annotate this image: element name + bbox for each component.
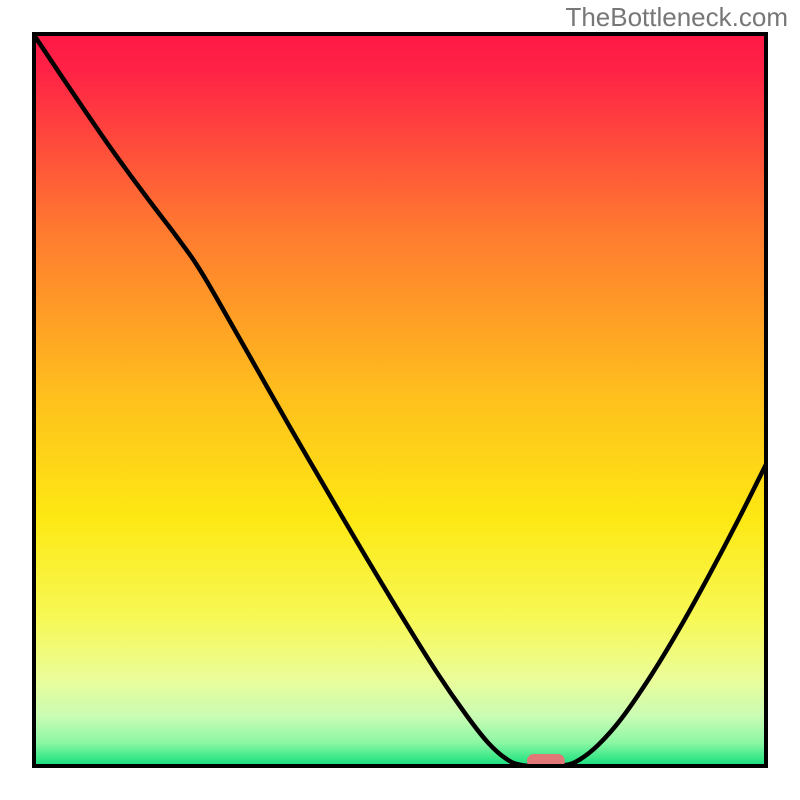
gradient-background bbox=[32, 32, 768, 768]
bottleneck-chart: TheBottleneck.com bbox=[0, 0, 800, 800]
plot-area bbox=[32, 32, 768, 768]
watermark-text: TheBottleneck.com bbox=[565, 2, 788, 33]
optimum-marker bbox=[527, 754, 565, 768]
